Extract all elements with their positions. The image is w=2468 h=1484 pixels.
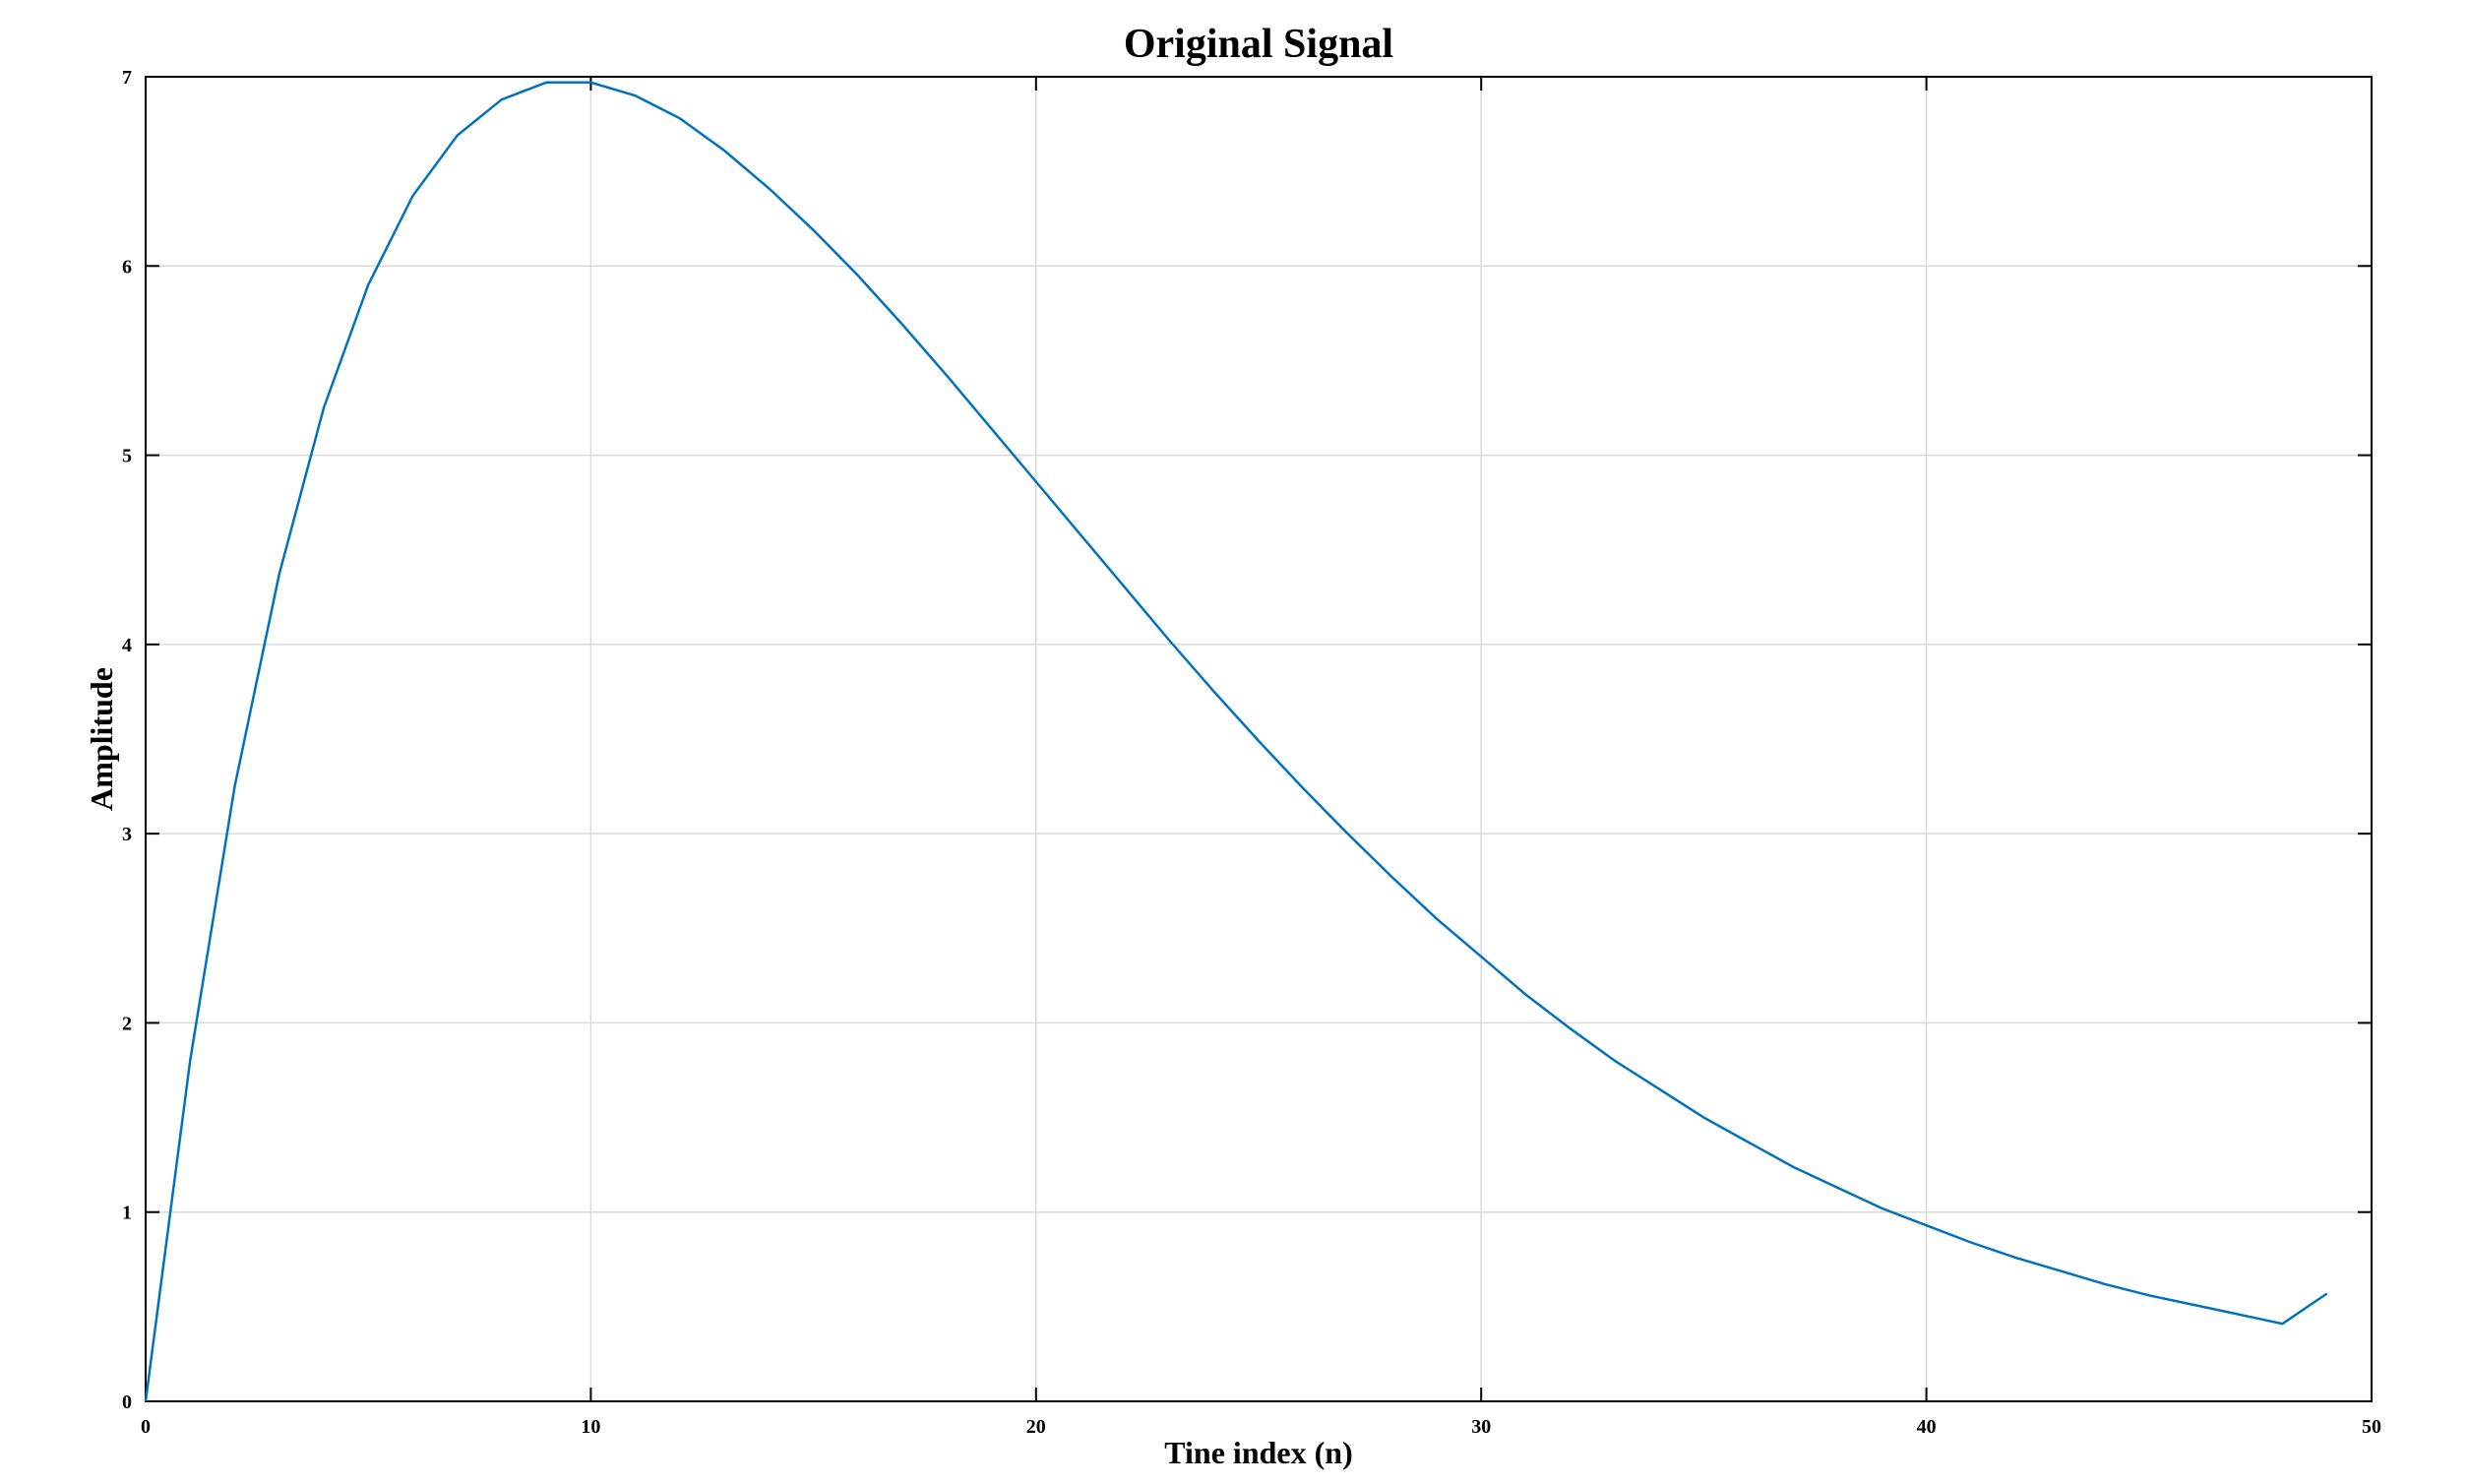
y-tick-label: 5 xyxy=(122,446,132,467)
series-line xyxy=(144,81,2328,1402)
y-tick-label: 1 xyxy=(122,1203,132,1224)
x-tick-label: 0 xyxy=(141,1416,151,1438)
x-tick-label: 20 xyxy=(1026,1416,1046,1438)
x-tick-label: 50 xyxy=(2362,1416,2381,1438)
x-tick-label: 10 xyxy=(581,1416,600,1438)
y-tick-label: 4 xyxy=(122,635,132,656)
x-axis-label: Tine index (n) xyxy=(1164,1435,1352,1470)
x-tick-label: 40 xyxy=(1917,1416,1937,1438)
y-tick-label: 3 xyxy=(122,824,132,845)
x-tick-label: 30 xyxy=(1471,1416,1491,1438)
y-tick-label: 2 xyxy=(122,1013,132,1034)
tick-layer xyxy=(145,76,2373,1402)
y-tick-label: 7 xyxy=(122,67,132,89)
y-tick-label: 6 xyxy=(122,256,132,278)
y-tick-label: 0 xyxy=(122,1391,132,1413)
tick-label-layer: 0 10 20 30 40 50 0 1 2 3 4 5 6 7 xyxy=(122,67,2381,1438)
plot-area-frame xyxy=(145,76,2373,1402)
y-axis-label: Amplitude xyxy=(84,667,119,811)
grid-layer xyxy=(146,77,2372,1401)
chart-title: Original Signal xyxy=(1124,22,1393,67)
